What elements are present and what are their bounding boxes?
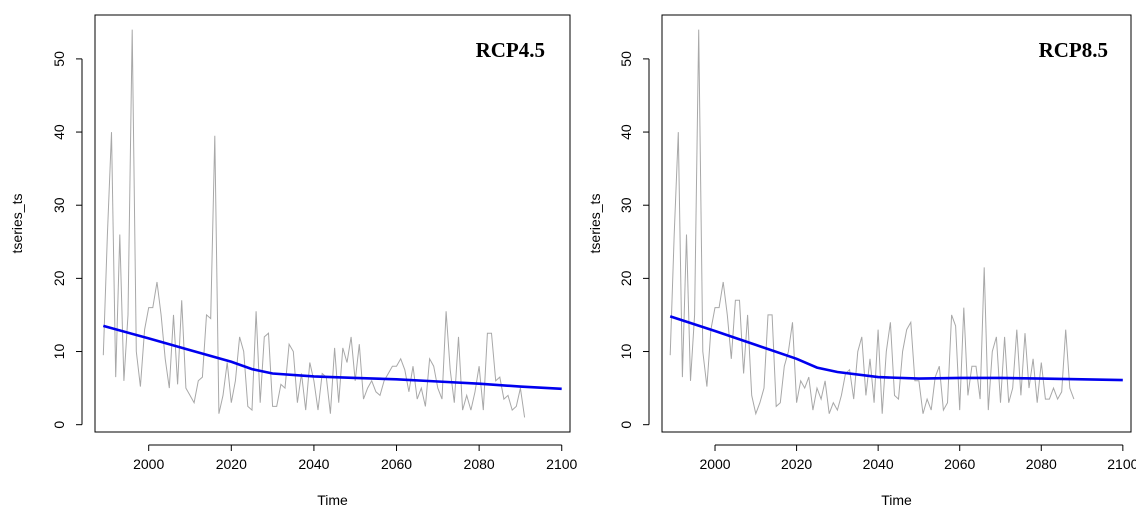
y-axis-title: tseries_ts (587, 194, 603, 254)
y-tick-label: 10 (618, 344, 634, 360)
y-tick-label: 20 (51, 270, 67, 286)
y-tick-label: 40 (618, 124, 634, 140)
x-tick-label: 2100 (546, 456, 577, 472)
plot-frame (94, 14, 571, 433)
trend-series-line (102, 324, 562, 391)
x-axis-title: Time (317, 492, 348, 508)
x-tick-label: 2080 (1026, 456, 1057, 472)
x-tick-label: 2020 (216, 456, 247, 472)
x-tick-label: 2060 (944, 456, 975, 472)
y-tick-label: 0 (618, 421, 634, 429)
y-tick-label: 50 (618, 51, 634, 67)
x-tick-label: 2040 (863, 456, 894, 472)
trend-series-line (669, 315, 1123, 382)
x-tick-label: 2000 (699, 456, 730, 472)
y-tick-label: 10 (51, 344, 67, 360)
y-tick-label: 40 (51, 124, 67, 140)
y-tick-label: 30 (618, 197, 634, 213)
x-tick-label: 2020 (781, 456, 812, 472)
raw-series-line (102, 29, 526, 418)
x-tick-label: 2060 (381, 456, 412, 472)
x-tick-label: 2040 (298, 456, 329, 472)
y-tick-label: 20 (618, 270, 634, 286)
x-tick-label: 2000 (133, 456, 164, 472)
plot-frame (661, 14, 1132, 433)
y-tick-label: 50 (51, 51, 67, 67)
y-tick-label: 30 (51, 197, 67, 213)
x-tick-label: 2080 (464, 456, 495, 472)
x-axis-title: Time (881, 492, 912, 508)
y-axis-title: tseries_ts (9, 194, 25, 254)
panel-title: RCP4.5 (476, 38, 545, 62)
raw-series-line (669, 29, 1075, 416)
x-tick-label: 2100 (1107, 456, 1136, 472)
y-tick-label: 0 (51, 421, 67, 429)
chart-panel-rcp8-5: 2000 2020 2040 2060 2080 2100 0 10 20 30 40 50 Time t… (587, 14, 1136, 508)
panel-title: RCP8.5 (1039, 38, 1108, 62)
chart-panel-rcp4-5: 2000 2020 2040 2060 2080 2100 0 10 20 30 40 50 Time t… (9, 14, 578, 508)
